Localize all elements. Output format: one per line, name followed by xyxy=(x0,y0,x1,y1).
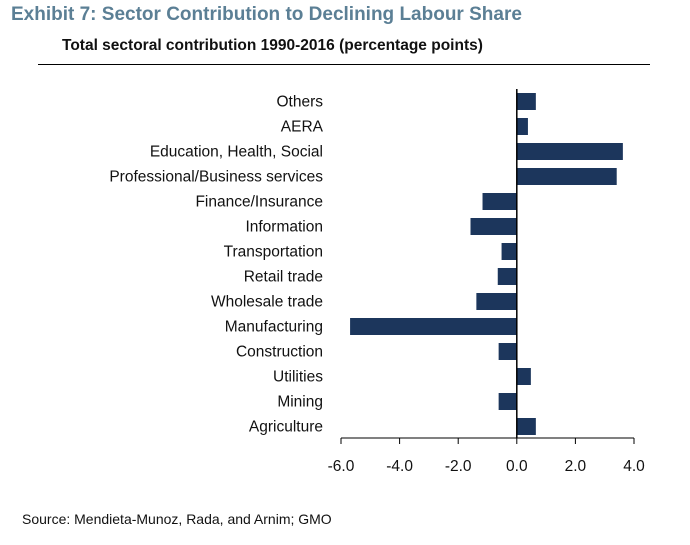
category-label: Information xyxy=(245,219,323,236)
category-label: Mining xyxy=(277,394,323,411)
category-label: Manufacturing xyxy=(225,319,323,336)
category-label: Others xyxy=(276,94,323,111)
category-label: Retail trade xyxy=(244,269,323,286)
bar xyxy=(497,268,517,285)
bar xyxy=(476,293,517,310)
x-axis: -6.0 -4.0 -2.0 0.0 2.0 4.0 xyxy=(328,437,645,475)
category-label: Finance/Insurance xyxy=(195,194,323,211)
category-label: Agriculture xyxy=(249,419,323,436)
x-tick-label: -6.0 xyxy=(328,458,355,475)
bar xyxy=(482,193,517,210)
bar xyxy=(350,318,517,335)
x-tick-label: 2.0 xyxy=(565,458,587,475)
category-label: Construction xyxy=(236,344,323,361)
bar xyxy=(516,118,528,135)
x-tick-label: 0.0 xyxy=(506,458,528,475)
bar xyxy=(516,143,623,160)
bar xyxy=(501,243,517,260)
category-label: Utilities xyxy=(273,369,323,386)
bar xyxy=(516,93,536,110)
x-tick-label: -2.0 xyxy=(445,458,472,475)
category-label: Education, Health, Social xyxy=(150,144,323,161)
bar xyxy=(516,368,531,385)
category-label: Wholesale trade xyxy=(211,294,323,311)
bar xyxy=(470,218,517,235)
title-divider xyxy=(38,64,650,65)
bar xyxy=(516,168,617,185)
category-label: AERA xyxy=(281,119,324,136)
bars xyxy=(350,93,623,435)
chart-subtitle: Total sectoral contribution 1990-2016 (p… xyxy=(62,37,483,54)
x-tick-label: 4.0 xyxy=(623,458,645,475)
x-tick-label: -4.0 xyxy=(386,458,413,475)
bar xyxy=(516,418,536,435)
source-note: Source: Mendieta-Munoz, Rada, and Arnim;… xyxy=(22,511,332,527)
bar xyxy=(498,343,517,360)
bar xyxy=(498,393,517,410)
category-label: Transportation xyxy=(224,244,323,261)
category-labels: Others AERA Education, Health, Social Profe… xyxy=(109,94,323,436)
category-label: Professional/Business services xyxy=(109,169,323,186)
exhibit-title: Exhibit 7: Sector Contribution to Declin… xyxy=(11,4,522,25)
